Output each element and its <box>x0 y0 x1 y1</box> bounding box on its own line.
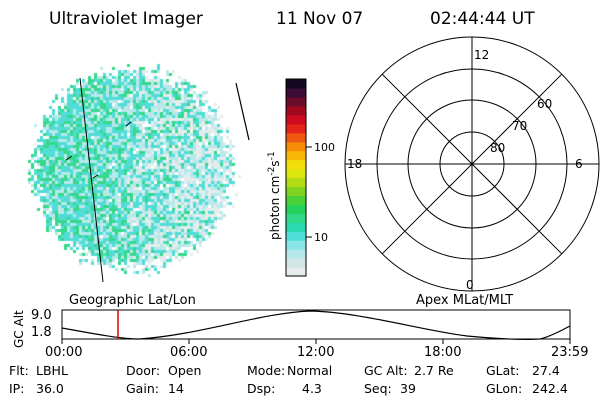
mlt-label-0: 0 <box>466 278 474 292</box>
colorbar-cell <box>286 105 306 116</box>
colorbar-cell <box>286 231 306 241</box>
date-label: 11 Nov 07 <box>276 9 364 29</box>
colorbar-cell <box>286 267 306 277</box>
auroral-image <box>22 58 252 288</box>
colorbar-cell <box>286 177 306 188</box>
info-glon-value: 242.4 <box>532 381 568 396</box>
geographic-panel-label: Geographic Lat/Lon <box>69 293 196 308</box>
info-mode-key: Mode: <box>247 363 286 378</box>
longitude-line <box>79 77 104 283</box>
colorbar-cell <box>286 213 306 223</box>
info-glat-key: GLat: <box>486 363 520 378</box>
info-flt-value: LBHL <box>36 363 68 378</box>
colorbar-cell <box>286 168 306 179</box>
colorbar-cell <box>286 249 306 259</box>
info-seq-key: Seq: <box>364 381 392 396</box>
info-gcalt-value: 2.7 Re <box>414 363 454 378</box>
colorbar-cell <box>286 150 306 161</box>
altitude-curve <box>61 310 571 340</box>
info-seq-value: 39 <box>400 381 416 396</box>
colorbar-cell <box>286 123 306 134</box>
info-ip-key: IP: <box>9 381 25 396</box>
info-door-key: Door: <box>126 363 161 378</box>
mlt-label-6: 6 <box>575 157 583 171</box>
grid-mark <box>65 155 73 161</box>
mlat-label-80: 80 <box>490 141 505 155</box>
time-axis-tick: 12:00 <box>297 345 335 360</box>
mlt-label-12: 12 <box>474 48 489 62</box>
colorbar-unit-label: photon cm-2s-1 <box>267 151 282 240</box>
altitude-ytick: 9.0 <box>31 308 52 323</box>
limb-tick <box>235 82 250 141</box>
time-axis-tick: 18:00 <box>424 345 462 360</box>
info-ip-value: 36.0 <box>36 381 64 396</box>
colorbar-cell <box>286 159 306 170</box>
colorbar-cell <box>286 87 306 98</box>
info-gcalt-key: GC Alt: <box>364 363 408 378</box>
info-dsp-key: Dsp: <box>247 381 276 396</box>
grid-mark <box>92 174 99 179</box>
colorbar-cell <box>286 186 306 196</box>
colorbar-frame <box>285 78 307 277</box>
time-axis-tick: 23:59 <box>551 345 589 360</box>
altitude-ytick: 1.8 <box>31 325 52 340</box>
info-gain-value: 14 <box>168 381 184 396</box>
colorbar-cell <box>286 96 306 107</box>
info-glon-key: GLon: <box>486 381 523 396</box>
mlat-label-70: 70 <box>512 119 527 133</box>
info-glat-value: 27.4 <box>532 363 560 378</box>
info-mode-value: Normal <box>287 363 333 378</box>
diagonal-line <box>381 73 563 255</box>
grid-mark <box>125 121 132 127</box>
colorbar-tick-label: 10 <box>314 231 328 244</box>
time-label: 02:44:44 UT <box>430 9 535 29</box>
colorbar-cell <box>286 195 306 205</box>
colorbar-cell <box>286 222 306 232</box>
colorbar-cell <box>286 204 306 214</box>
mlt-label-18: 18 <box>347 157 362 171</box>
altitude-axis-label: GC Alt <box>12 310 26 348</box>
altitude-plot-frame <box>61 309 571 340</box>
colorbar-tick-label: 100 <box>314 141 335 154</box>
info-door-value: Open <box>168 363 202 378</box>
info-gain-key: Gain: <box>126 381 159 396</box>
time-axis-tick: 00:00 <box>45 345 83 360</box>
colorbar-cell <box>286 114 306 125</box>
mlat-label-60: 60 <box>537 97 552 111</box>
instrument-title: Ultraviolet Imager <box>49 9 203 29</box>
info-dsp-value: 4.3 <box>302 381 322 396</box>
colorbar-cell <box>286 141 306 152</box>
colorbar-cell <box>286 240 306 250</box>
info-flt-key: Flt: <box>9 363 29 378</box>
apex-panel-label: Apex MLat/MLT <box>416 293 514 308</box>
colorbar-cell <box>286 132 306 143</box>
time-axis-tick: 06:00 <box>170 345 208 360</box>
colorbar-cell <box>286 258 306 268</box>
colorbar-cell <box>286 79 306 89</box>
